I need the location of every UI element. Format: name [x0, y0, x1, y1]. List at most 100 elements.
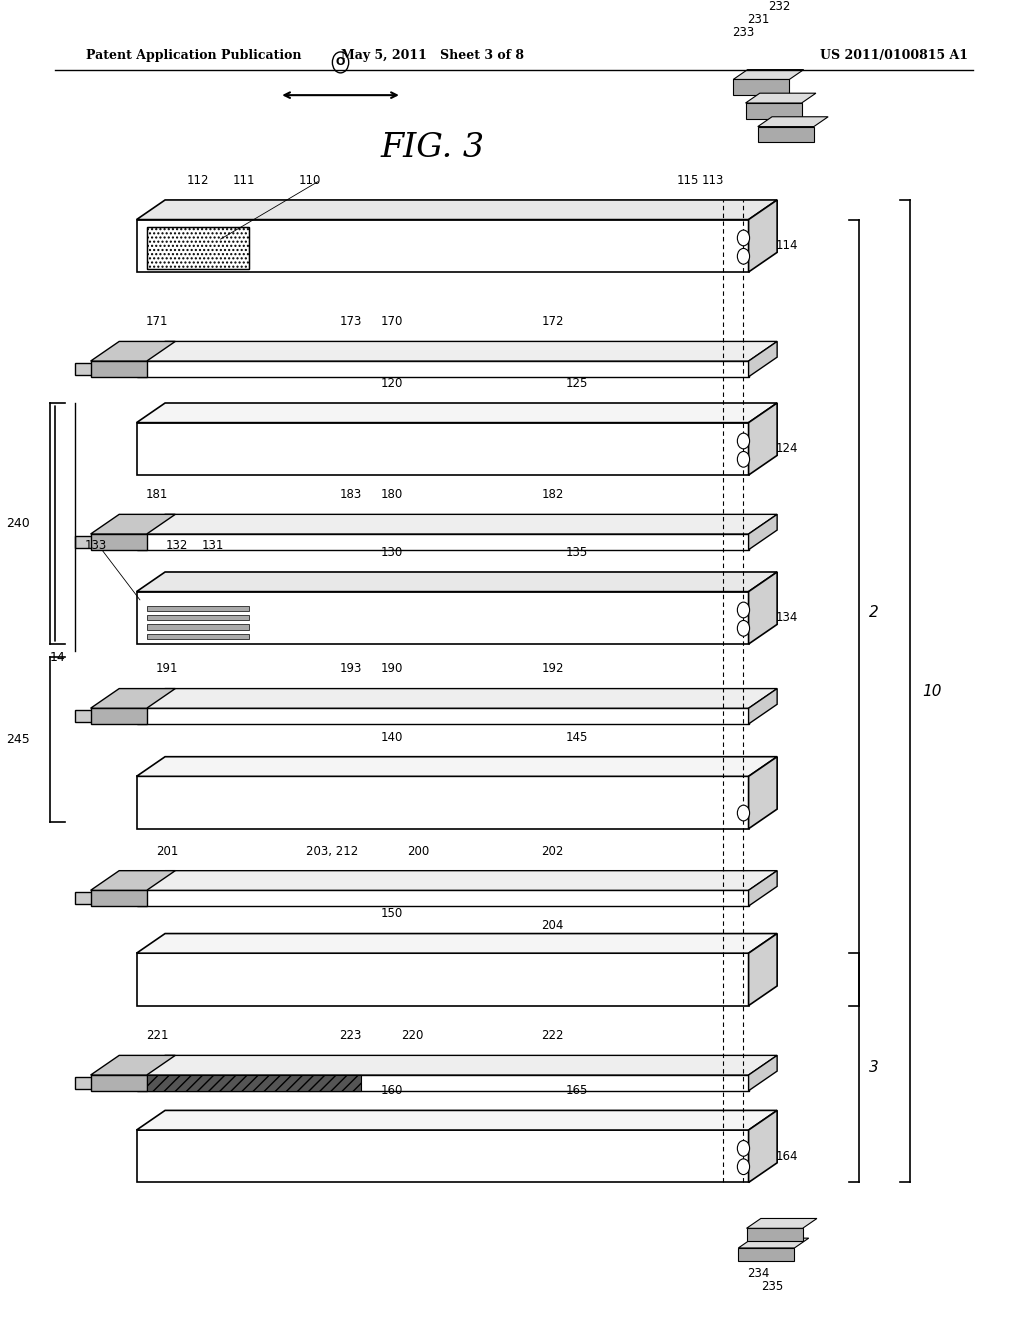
- Text: 173: 173: [340, 315, 361, 329]
- Polygon shape: [76, 363, 136, 375]
- Text: 234: 234: [748, 1267, 770, 1280]
- Text: 145: 145: [566, 730, 589, 743]
- Circle shape: [737, 248, 750, 264]
- Polygon shape: [90, 709, 146, 723]
- Text: 3: 3: [869, 1060, 879, 1076]
- Polygon shape: [749, 933, 777, 1006]
- Text: 191: 191: [156, 663, 178, 676]
- Polygon shape: [136, 572, 777, 591]
- Polygon shape: [90, 1056, 175, 1074]
- Text: 131: 131: [202, 540, 224, 552]
- Text: 171: 171: [145, 315, 168, 329]
- Text: 235: 235: [761, 1280, 783, 1292]
- Text: 14: 14: [49, 651, 66, 664]
- Bar: [758, 127, 814, 143]
- Polygon shape: [136, 953, 749, 1006]
- Text: 180: 180: [381, 488, 402, 502]
- Polygon shape: [90, 871, 175, 890]
- Polygon shape: [90, 535, 146, 549]
- Bar: [733, 79, 790, 95]
- Text: 190: 190: [380, 663, 402, 676]
- Text: 124: 124: [776, 442, 799, 455]
- Polygon shape: [136, 1056, 777, 1074]
- Polygon shape: [136, 362, 749, 376]
- Bar: [146, 615, 249, 620]
- Text: 111: 111: [232, 174, 255, 187]
- Text: 223: 223: [340, 1030, 361, 1043]
- Polygon shape: [136, 199, 777, 219]
- Polygon shape: [749, 342, 777, 376]
- Text: 182: 182: [542, 488, 564, 502]
- Polygon shape: [749, 756, 777, 829]
- Text: 113: 113: [701, 174, 724, 187]
- Bar: [745, 103, 802, 119]
- Circle shape: [737, 451, 750, 467]
- Polygon shape: [90, 515, 175, 535]
- Polygon shape: [136, 1110, 777, 1130]
- Circle shape: [737, 230, 750, 246]
- Polygon shape: [136, 219, 749, 272]
- Polygon shape: [136, 342, 777, 362]
- Text: 134: 134: [776, 611, 799, 624]
- Text: 193: 193: [340, 663, 361, 676]
- Polygon shape: [76, 1077, 136, 1089]
- Bar: [746, 1229, 803, 1241]
- Text: 135: 135: [566, 546, 589, 558]
- Bar: [146, 227, 249, 269]
- Bar: [738, 1247, 795, 1261]
- Polygon shape: [136, 776, 749, 829]
- Polygon shape: [746, 1218, 817, 1229]
- Text: 150: 150: [381, 907, 402, 920]
- Text: 200: 200: [407, 845, 429, 858]
- Text: 172: 172: [542, 315, 564, 329]
- Polygon shape: [90, 1074, 146, 1090]
- Text: 220: 220: [400, 1030, 423, 1043]
- Text: 160: 160: [380, 1084, 402, 1097]
- Text: 130: 130: [381, 546, 402, 558]
- Text: FIG. 3: FIG. 3: [380, 132, 484, 164]
- Polygon shape: [136, 871, 777, 890]
- Text: May 5, 2011   Sheet 3 of 8: May 5, 2011 Sheet 3 of 8: [341, 49, 524, 62]
- Circle shape: [737, 1140, 750, 1156]
- Polygon shape: [749, 871, 777, 906]
- Text: 233: 233: [732, 26, 755, 40]
- Polygon shape: [136, 422, 749, 475]
- Text: 165: 165: [566, 1084, 589, 1097]
- Polygon shape: [76, 710, 136, 722]
- Text: 125: 125: [566, 376, 589, 389]
- Circle shape: [737, 620, 750, 636]
- Text: 181: 181: [145, 488, 168, 502]
- Polygon shape: [136, 1130, 749, 1183]
- Bar: [146, 606, 249, 611]
- Text: 183: 183: [340, 488, 361, 502]
- Text: 201: 201: [156, 845, 178, 858]
- Polygon shape: [749, 199, 777, 272]
- Text: 132: 132: [166, 540, 188, 552]
- Polygon shape: [136, 933, 777, 953]
- Text: 112: 112: [186, 174, 209, 187]
- Text: 110: 110: [299, 174, 322, 187]
- Polygon shape: [738, 1238, 809, 1247]
- Polygon shape: [90, 689, 175, 709]
- Polygon shape: [90, 362, 146, 376]
- Text: 133: 133: [85, 540, 106, 552]
- Text: 232: 232: [768, 0, 791, 13]
- Polygon shape: [749, 572, 777, 644]
- Polygon shape: [136, 709, 749, 723]
- Bar: [146, 624, 249, 630]
- Text: 240: 240: [6, 517, 30, 531]
- Circle shape: [333, 51, 349, 73]
- Text: 222: 222: [542, 1030, 564, 1043]
- Polygon shape: [136, 535, 749, 549]
- Text: O: O: [336, 57, 345, 67]
- Polygon shape: [758, 116, 828, 127]
- Bar: [146, 634, 249, 639]
- Text: 164: 164: [776, 1150, 799, 1163]
- Polygon shape: [749, 689, 777, 723]
- Text: 140: 140: [380, 730, 402, 743]
- Text: 192: 192: [542, 663, 564, 676]
- Circle shape: [737, 433, 750, 449]
- Text: 115: 115: [676, 174, 698, 187]
- Circle shape: [737, 805, 750, 821]
- Bar: [146, 1074, 360, 1090]
